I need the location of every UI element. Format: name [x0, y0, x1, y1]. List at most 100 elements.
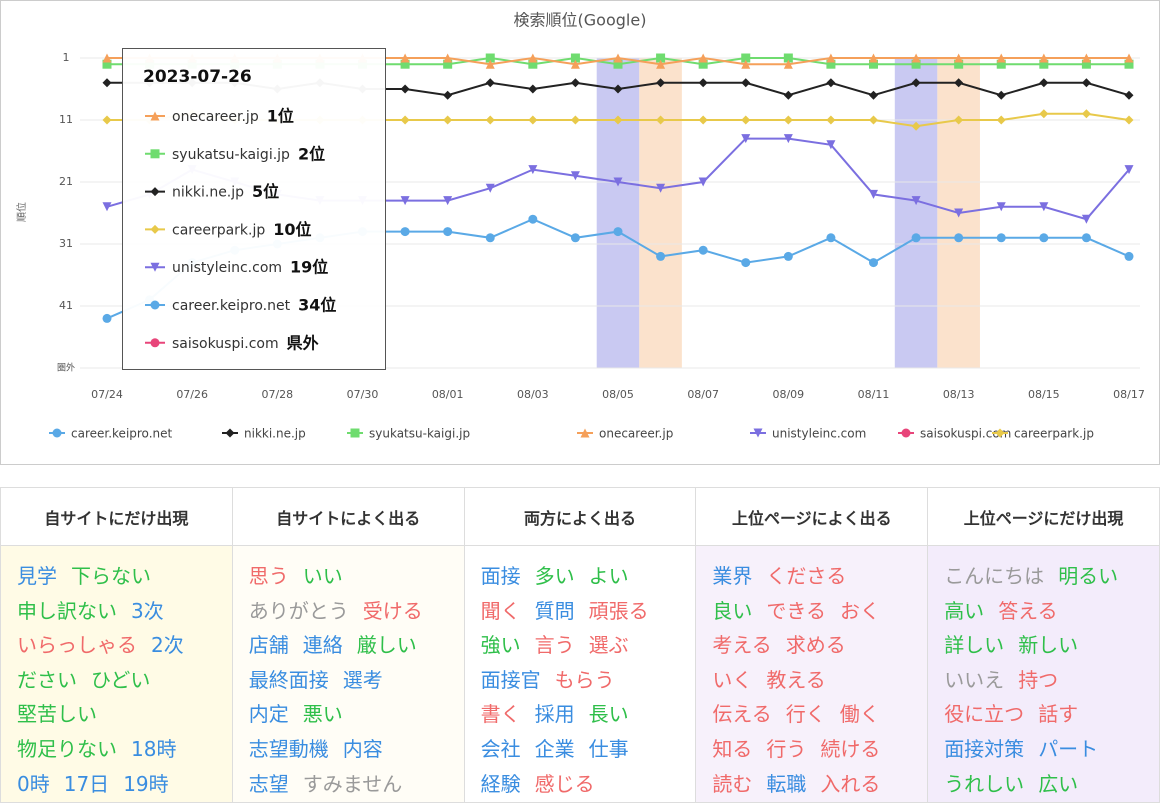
word-line: ありがとう 受ける: [249, 595, 464, 630]
point: [656, 115, 666, 125]
x-tick-label: 08/13: [943, 388, 975, 401]
point: [570, 53, 580, 63]
point: [485, 183, 495, 193]
tooltip-value: 34位: [298, 296, 336, 315]
legend-label: saisokuspi.com: [920, 427, 1011, 441]
point: [570, 115, 580, 125]
point: [400, 115, 410, 125]
point: [826, 233, 836, 243]
word: ありがとう: [248, 598, 349, 623]
word-line: いいえ 持つ: [944, 664, 1159, 699]
point: [1081, 59, 1091, 69]
y-tick-label: 21: [59, 175, 73, 188]
point: [570, 233, 580, 243]
tooltip-value: 10位: [273, 220, 311, 239]
point: [102, 53, 112, 63]
word: 選考: [342, 667, 383, 692]
point: [1124, 90, 1134, 100]
word: 18時: [131, 736, 177, 761]
word-line: いく 教える: [712, 664, 927, 699]
word: いく: [712, 667, 753, 692]
word-line: 店舗 連絡 厳しい: [249, 629, 464, 664]
x-tick-label: 07/24: [91, 388, 123, 401]
point: [996, 233, 1006, 243]
word: 経験: [480, 771, 521, 796]
body-row: 見学 下らない 申し訳ない 3次 いらっしゃる 2次 ださい ひどい 堅苦しい 物足りない 18時 0…: [0, 544, 1160, 803]
point: [741, 258, 751, 268]
tooltip-series-name: careerpark.jp: [172, 222, 265, 238]
point: [400, 59, 410, 69]
word: 転職: [766, 771, 807, 796]
word: 長い: [588, 702, 629, 727]
point: [869, 258, 878, 268]
point: [613, 227, 623, 237]
word: いいえ: [944, 667, 1005, 692]
word-cell: 見学 下らない 申し訳ない 3次 いらっしゃる 2次 ださい ひどい 堅苦しい 物足りない 18時 0…: [0, 544, 233, 803]
word: 話す: [1038, 702, 1079, 727]
word-line: うれしい 広い: [944, 768, 1159, 803]
tooltip-series-name: onecareer.jp: [172, 109, 259, 125]
word: うれしい: [944, 771, 1025, 796]
word-line: ださい ひどい: [17, 664, 232, 699]
point: [443, 227, 453, 237]
point: [996, 90, 1006, 100]
point: [741, 59, 751, 69]
legend-label: syukatsu-kaigi.jp: [369, 427, 470, 441]
tooltip-value: 5位: [252, 182, 279, 201]
word: こんにちは: [944, 564, 1045, 588]
point: [901, 428, 911, 438]
word-line: 面接 多い よい: [481, 560, 696, 595]
word-line: 考える 求める: [712, 629, 927, 664]
point: [150, 187, 160, 197]
word-line: 物足りない 18時: [17, 733, 232, 768]
word: 下らない: [71, 564, 151, 588]
word: 知る: [712, 736, 753, 761]
x-tick-label: 08/05: [602, 388, 634, 401]
word-cell: 面接 多い よい 聞く 質問 頑張る 強い 言う 選ぶ 面接官 もらう 書く 採用 長い 会社 企業 仕事 経験感…: [463, 544, 697, 803]
tooltip-value: 県外: [287, 333, 319, 352]
point: [1039, 59, 1049, 69]
word: 役に立つ: [944, 702, 1025, 727]
word: 会社: [480, 736, 521, 761]
point: [954, 59, 964, 69]
y-axis-label: 順位: [15, 202, 28, 222]
word: 内定: [248, 702, 289, 727]
point: [741, 53, 751, 63]
word-cell: こんにちは 明るい 高い 答える 詳しい 新しい いいえ 持つ 役に立つ 話す 面接対策 パート うれし…: [927, 544, 1160, 803]
point: [698, 78, 708, 88]
word-cell: 思う いい ありがとう 受ける 店舗 連絡 厳しい 最終面接 選考 内定 悪い 志望動機 内容 志望 すみま…: [231, 544, 465, 803]
word: 多い: [534, 564, 575, 588]
point: [485, 115, 495, 125]
point: [869, 59, 878, 69]
point: [102, 59, 112, 69]
word: 伝える: [712, 702, 772, 727]
word: 申し訳ない: [17, 598, 117, 623]
legend-label: onecareer.jp: [599, 427, 673, 441]
word: 最終面接: [248, 667, 329, 692]
point: [741, 78, 751, 88]
x-tick-label: 08/15: [1028, 388, 1060, 401]
point: [528, 53, 538, 63]
word: 新しい: [1018, 633, 1079, 658]
point: [869, 53, 878, 63]
point: [996, 53, 1006, 63]
word: 17日: [63, 771, 110, 796]
point: [485, 59, 495, 69]
point: [741, 115, 751, 125]
point: [528, 59, 538, 69]
word: よい: [588, 564, 629, 588]
word: 店舗: [248, 633, 289, 658]
point: [954, 115, 964, 125]
tooltip-value: 1位: [267, 107, 294, 126]
word: 志望: [248, 771, 289, 796]
word-line: 見学 下らない: [17, 560, 232, 595]
point: [1039, 233, 1049, 243]
word: 教える: [766, 667, 826, 692]
word: 2次: [151, 633, 184, 658]
word: 面接官: [480, 667, 541, 692]
point: [911, 121, 921, 131]
word-line: 思う いい: [249, 560, 464, 595]
word: 明るい: [1058, 564, 1119, 588]
point: [1124, 251, 1134, 261]
word-line: 知る 行う 続ける: [712, 733, 927, 768]
